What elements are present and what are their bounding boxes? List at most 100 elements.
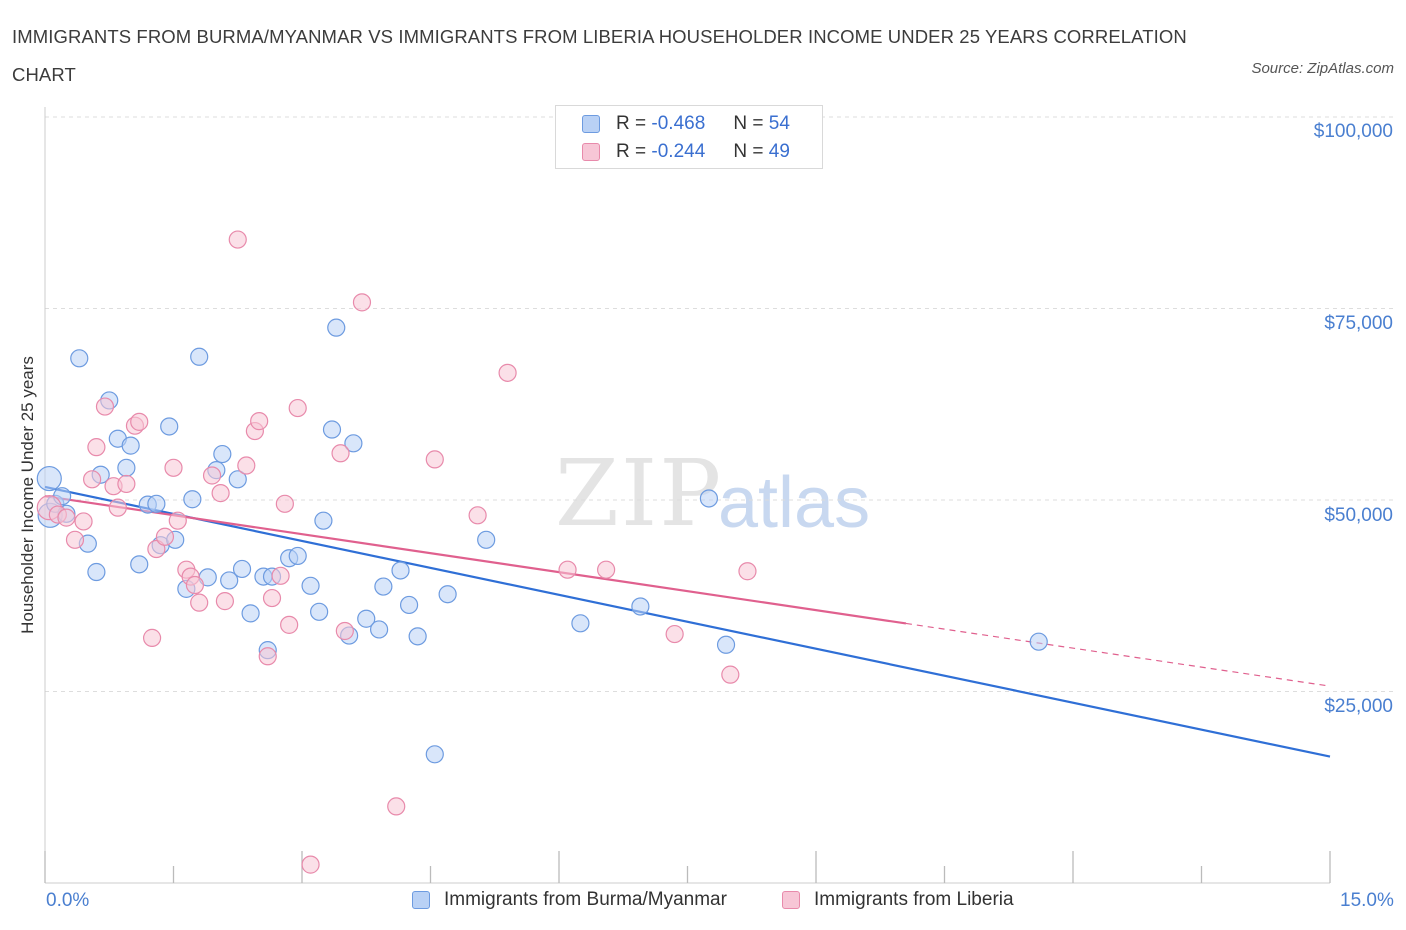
watermark-zip: ZIP [555,440,724,547]
point-liberia [95,397,115,416]
point-burma [36,465,62,492]
point-liberia [164,458,183,477]
point-liberia [228,230,247,249]
point-burma [190,347,209,366]
point-burma [357,609,376,628]
point-burma [288,546,307,566]
legend-r-value: -0.244 [651,141,706,162]
legend-n-label: N = [733,141,764,162]
legend-r-value: -0.468 [651,113,706,134]
bottom-legend-swatch-burma [412,891,430,909]
legend-r-label: R = [616,141,647,162]
point-burma [322,420,342,439]
point-burma [241,604,260,623]
point-burma [571,614,590,633]
point-burma [310,602,329,621]
point-liberia [558,560,577,579]
point-liberia [425,450,444,469]
y-tick-label: $50,000 [1324,505,1393,526]
point-liberia [301,855,320,874]
point-burma [70,349,89,368]
point-burma [391,561,410,580]
point-liberia [202,466,222,485]
point-liberia [335,621,354,641]
point-liberia [275,494,294,513]
trend-lines [44,485,1331,758]
axes [44,107,1331,884]
trend-line-dashed [905,622,1331,687]
point-burma [699,489,719,508]
point-burma [399,595,419,615]
trend-line-solid [44,495,907,625]
point-liberia [271,566,290,585]
point-burma [477,530,496,549]
point-burma [121,436,140,455]
point-liberia [215,592,234,611]
point-burma [1029,632,1048,651]
point-liberia [331,444,350,463]
legend-r-label: R = [616,113,647,134]
point-liberia [190,593,209,612]
point-burma [327,318,346,337]
point-liberia [352,293,372,312]
point-burma [631,597,650,616]
point-burma [374,577,393,596]
point-liberia [250,412,269,431]
legend: R = -0.468 N = 54 R = -0.244 N = 49 [555,105,823,169]
chart-title: IMMIGRANTS FROM BURMA/MYANMAR VS IMMIGRA… [12,26,1187,85]
point-liberia [597,560,616,579]
point-burma [716,635,736,654]
bottom-legend-label-burma: Immigrants from Burma/Myanmar [444,889,727,910]
y-axis-label: Householder Income Under 25 years [18,356,37,634]
bottom-legend-label-liberia: Immigrants from Liberia [814,889,1014,910]
y-tick-label: $100,000 [1313,121,1393,142]
point-burma [220,571,239,590]
watermark-atlas: atlas [718,463,871,543]
x-tick-label: 15.0% [1340,890,1394,911]
y-tick-label: $75,000 [1324,313,1393,334]
legend-n-label: N = [733,113,764,134]
point-burma [438,585,457,604]
trend-line-solid [44,485,1331,758]
bottom-legend-burma: Immigrants from Burma/Myanmar [412,889,727,911]
point-burma [228,470,247,489]
legend-n-value: 54 [768,113,790,134]
point-liberia [468,506,487,525]
legend-row-burma: R = -0.468 N = 54 [582,111,790,137]
legend-swatch-liberia [582,143,600,161]
point-liberia [155,527,175,546]
point-burma [314,511,333,530]
y-tick-label: $25,000 [1324,696,1393,717]
point-burma [425,745,444,764]
point-liberia [117,474,136,494]
point-burma [160,417,179,436]
point-burma [117,458,136,477]
point-liberia [258,647,277,666]
point-burma [87,562,106,582]
point-liberia [74,512,93,531]
point-liberia [280,615,299,634]
point-burma [301,576,320,595]
point-liberia [211,484,230,503]
legend-n-value: 49 [768,141,790,162]
point-liberia [237,456,256,475]
point-liberia [498,363,517,382]
point-liberia [65,530,85,549]
legend-swatch-burma [582,115,600,133]
data-points [36,230,1048,874]
point-burma [213,444,232,464]
point-burma [130,555,149,574]
x-tick-label: 0.0% [46,890,90,911]
point-liberia [83,470,102,489]
point-burma [370,620,389,639]
point-liberia [262,588,282,608]
point-liberia [665,624,684,644]
legend-row-liberia: R = -0.244 N = 49 [582,139,790,165]
bottom-legend-liberia: Immigrants from Liberia [782,889,1014,911]
point-burma [408,627,427,646]
point-burma [147,494,166,513]
point-liberia [108,498,127,517]
point-burma [232,559,252,579]
point-liberia [168,511,187,530]
point-liberia [130,412,149,431]
